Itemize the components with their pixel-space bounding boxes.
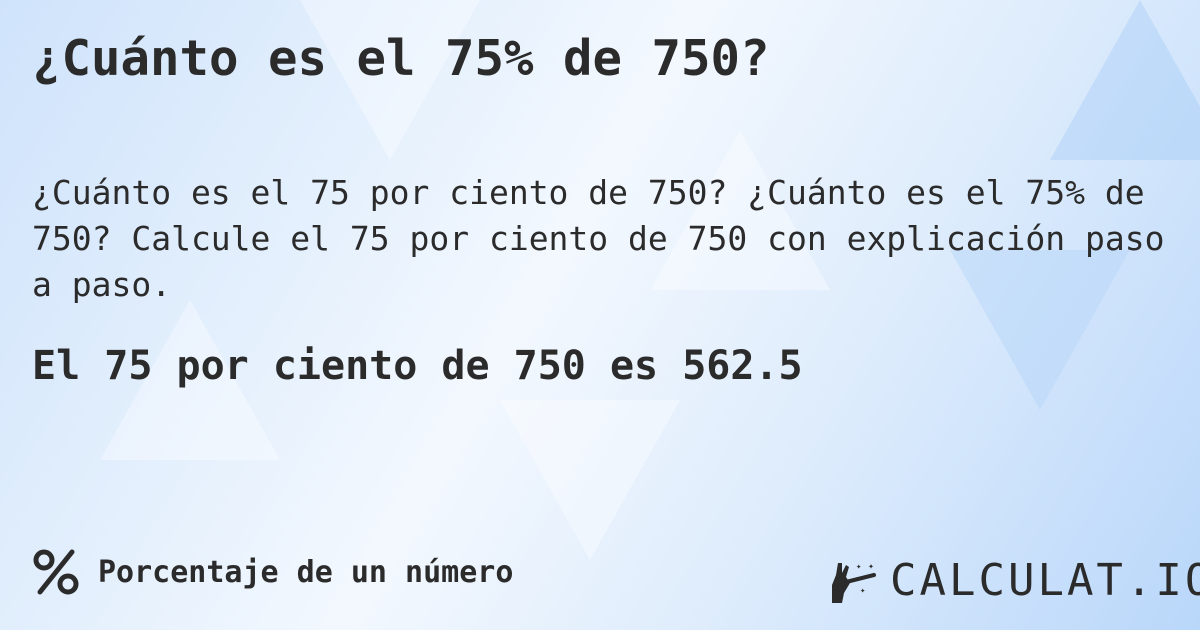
result-text: El 75 por ciento de 750 es 562.5	[32, 343, 803, 389]
svg-text:✦: ✦	[868, 561, 874, 572]
svg-text:✦: ✦	[860, 586, 866, 596]
page-title: ¿Cuánto es el 75% de 750?	[32, 30, 770, 87]
category-link[interactable]: Porcentaje de un número	[32, 548, 513, 596]
category-label: Porcentaje de un número	[98, 554, 514, 590]
svg-text:✦: ✦	[856, 562, 862, 572]
logo-text: CALCULAT.IO	[890, 555, 1200, 606]
magic-wand-hand-icon: ✦ ✦ ✦	[832, 561, 876, 603]
calculat-io-logo[interactable]: ✦ ✦ ✦ CALCULAT.IO	[828, 555, 1200, 606]
description: ¿Cuánto es el 75 por ciento de 750? ¿Cuá…	[32, 173, 1165, 304]
percent-icon	[33, 549, 79, 595]
